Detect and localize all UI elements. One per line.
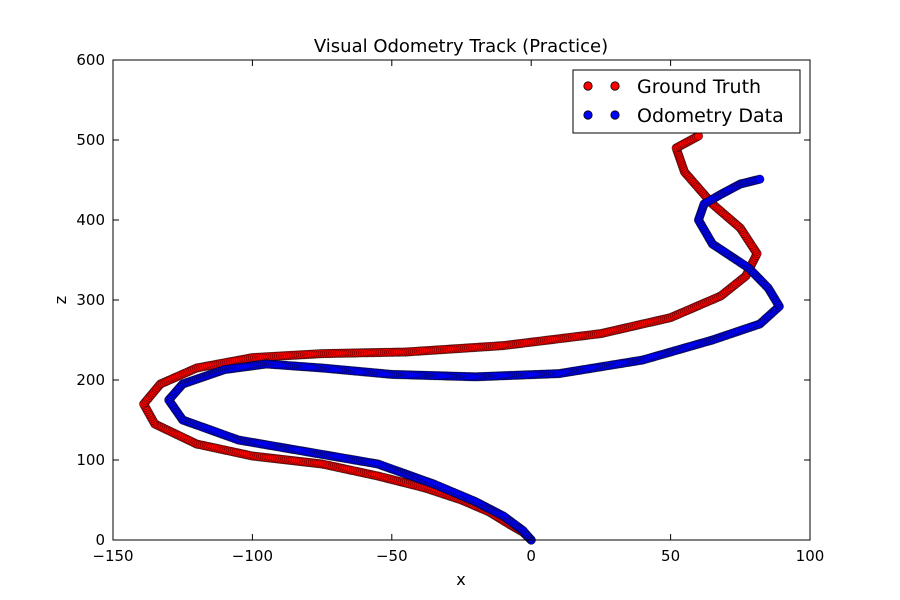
legend-marker <box>610 110 620 120</box>
legend-entry: Ground Truth <box>583 76 761 98</box>
y-axis-label: z <box>51 296 70 304</box>
x-tick-label: 100 <box>796 547 825 565</box>
data-point <box>755 174 765 184</box>
x-tick-label: 50 <box>661 547 680 565</box>
y-tick-label: 200 <box>76 371 105 389</box>
chart-title: Visual Odometry Track (Practice) <box>314 36 608 57</box>
x-tick-label: −50 <box>376 547 408 565</box>
x-tick-label: 0 <box>526 547 536 565</box>
y-tick-label: 300 <box>76 291 105 309</box>
legend-frame <box>572 69 801 134</box>
legend-marker <box>583 110 593 120</box>
y-tick-label: 100 <box>76 451 105 469</box>
legend-marker <box>610 81 620 91</box>
x-axis-label: x <box>456 570 465 589</box>
y-tick-label: 400 <box>76 211 105 229</box>
axes: −150 −100 −50 0 50 100 0 100 200 300 400 500 600 <box>76 51 824 565</box>
legend-marker <box>583 81 593 91</box>
legend-entry: Odometry Data <box>583 105 784 127</box>
plot-area <box>139 131 784 545</box>
series-odometry-data <box>164 174 784 545</box>
legend: Ground Truth Odometry Data <box>572 69 801 134</box>
legend-label: Ground Truth <box>637 76 761 98</box>
legend-label: Odometry Data <box>637 105 784 127</box>
y-tick-label: 500 <box>76 131 105 149</box>
x-tick-label: −150 <box>92 547 133 565</box>
y-tick-label: 0 <box>95 531 105 549</box>
x-tick-label: −100 <box>232 547 273 565</box>
y-tick-label: 600 <box>76 51 105 69</box>
